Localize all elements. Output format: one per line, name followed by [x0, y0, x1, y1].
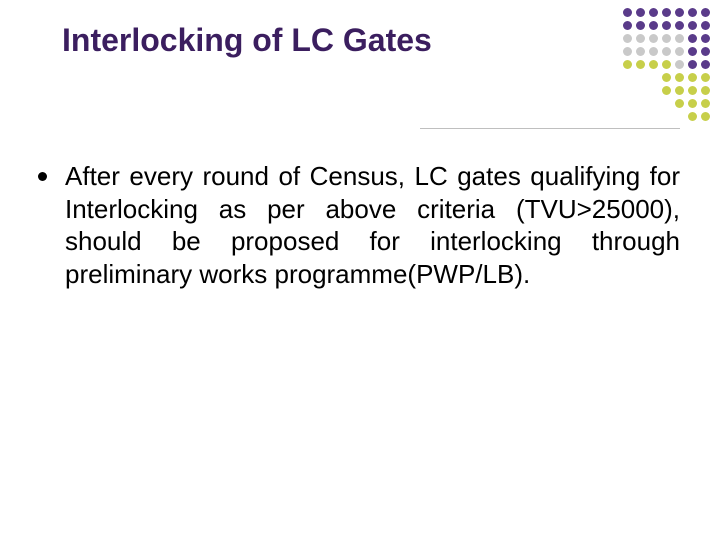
bullet-marker-icon	[38, 172, 47, 181]
title-underline	[420, 128, 680, 129]
bullet-item: After every round of Census, LC gates qu…	[38, 160, 680, 290]
slide-title: Interlocking of LC Gates	[62, 22, 432, 59]
bullet-text: After every round of Census, LC gates qu…	[65, 160, 680, 290]
bullet-list: After every round of Census, LC gates qu…	[38, 160, 680, 290]
corner-dot-decoration	[610, 8, 710, 128]
slide: Interlocking of LC Gates After every rou…	[0, 0, 720, 540]
